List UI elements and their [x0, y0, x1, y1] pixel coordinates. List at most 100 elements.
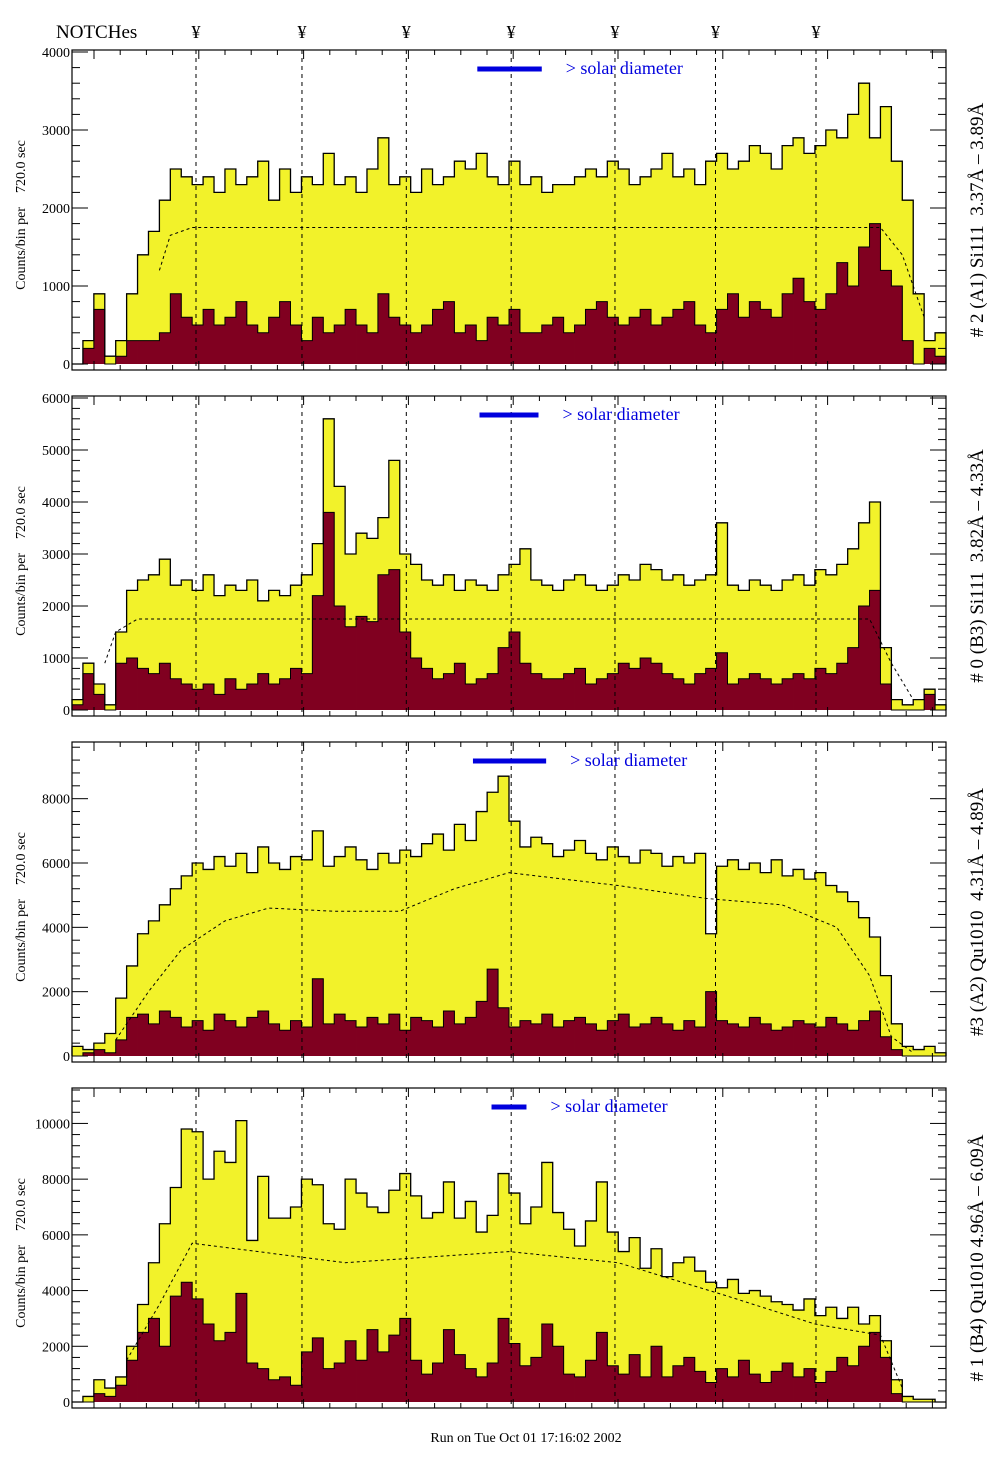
total-bar [388, 184, 401, 364]
total-bar [793, 869, 805, 1056]
component-bar [530, 1357, 543, 1402]
total-bar [596, 176, 608, 364]
component-bar [257, 1368, 270, 1402]
total-bar [596, 590, 608, 710]
total-bar [552, 1212, 565, 1402]
component-bar [814, 309, 827, 364]
reference-curve [115, 872, 914, 1054]
component-bar [377, 1351, 390, 1402]
component-bar [760, 678, 772, 710]
total-bar [421, 580, 433, 710]
component-bar [705, 668, 717, 710]
total-bar [782, 875, 794, 1056]
total-bar [498, 776, 510, 1056]
component-bar [323, 1368, 335, 1402]
total-bar [257, 161, 270, 364]
total-bar [312, 184, 324, 364]
component-bar [738, 317, 750, 364]
total-bar [738, 161, 750, 364]
component-bar [847, 286, 859, 364]
total-bar [476, 811, 488, 1056]
total-bar [181, 1129, 193, 1402]
component-bar [727, 684, 739, 710]
total-outline [72, 1119, 946, 1403]
component-bar [476, 1001, 488, 1056]
total-bar [541, 843, 554, 1056]
y-tick-label: 5000 [42, 444, 70, 459]
component-bar [290, 1020, 302, 1056]
component-bar [192, 1298, 204, 1402]
total-bar [825, 574, 838, 710]
total-bar [694, 184, 707, 364]
component-bar [869, 223, 881, 364]
solar-diameter-label: > solar diameter [562, 404, 679, 424]
total-bar [716, 1287, 728, 1402]
panel-title: # 2 (A1) Si111 3.37Å – 3.89Å [967, 102, 988, 337]
component-bar [661, 673, 674, 710]
solar-diameter-label: > solar diameter [570, 750, 687, 770]
total-bar [476, 153, 488, 364]
component-bar [924, 348, 936, 364]
total-bar [312, 830, 324, 1056]
total-bar [738, 1293, 750, 1402]
total-bar [301, 1179, 313, 1402]
component-bar [137, 1014, 149, 1056]
total-bar [640, 564, 652, 710]
notch-symbol: ¥ [507, 22, 516, 42]
total-bar [651, 569, 663, 710]
total-bar [672, 1262, 685, 1402]
component-bar [214, 325, 226, 364]
total-bar [935, 704, 947, 710]
total-bar [563, 850, 575, 1056]
component-bar [629, 317, 641, 364]
component-bar [410, 332, 422, 364]
run-timestamp: Run on Tue Oct 01 17:16:02 2002 [430, 1431, 621, 1446]
component-bar [443, 1010, 455, 1056]
component-bar [651, 663, 663, 710]
component-bar [159, 1346, 171, 1402]
component-bar [683, 301, 696, 364]
total-bar [356, 192, 368, 364]
component-bar [640, 309, 652, 364]
total-bar [159, 559, 171, 710]
component-bar [356, 1027, 368, 1056]
total-bar [410, 564, 422, 710]
total-bar [847, 548, 859, 710]
y-tick-label: 4000 [42, 46, 70, 61]
total-bar [902, 1046, 914, 1056]
component-bar [148, 1023, 160, 1056]
total-bar [334, 856, 346, 1056]
component-bar [356, 616, 368, 710]
component-bar [836, 1357, 849, 1402]
total-bar [388, 1190, 401, 1402]
total-bar [104, 704, 117, 710]
y-tick-label: 0 [63, 1396, 70, 1411]
total-bar [290, 1207, 302, 1402]
total-bar [563, 580, 575, 710]
component-bar [574, 668, 586, 710]
total-outline [71, 775, 947, 1056]
total-bar [126, 293, 138, 364]
component-bar [683, 684, 696, 710]
component-bar [257, 1010, 270, 1056]
total-bar [257, 846, 270, 1056]
total-bar [519, 1223, 532, 1402]
component-bar [574, 325, 586, 364]
component-bar [312, 978, 324, 1056]
component-bar [388, 569, 401, 710]
total-bar [683, 863, 696, 1056]
total-bar [552, 184, 565, 364]
plot-frame [71, 49, 947, 371]
component-bar [509, 632, 521, 710]
total-bar [334, 184, 346, 364]
total-bar [596, 859, 608, 1056]
total-bar [661, 1276, 674, 1402]
component-bar [421, 1020, 433, 1056]
total-bar [104, 1033, 117, 1056]
total-bar [749, 580, 761, 710]
component-bar [399, 632, 412, 710]
component-bar [640, 1023, 652, 1056]
total-bar [607, 585, 619, 710]
total-bar [410, 856, 422, 1056]
